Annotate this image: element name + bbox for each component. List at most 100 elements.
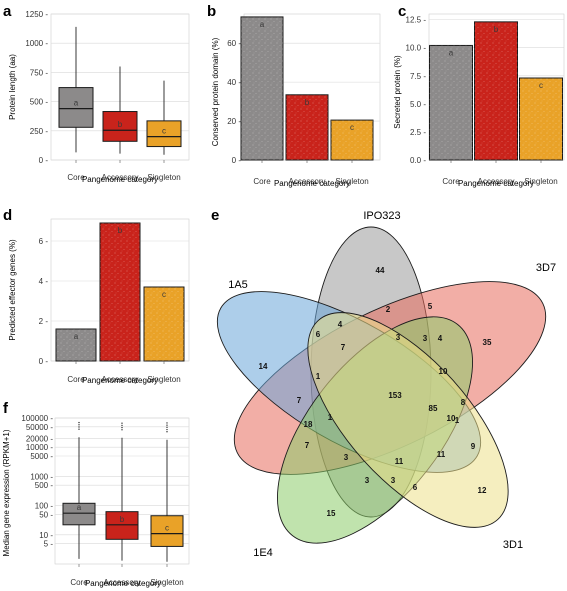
significance-letter: b <box>305 98 310 107</box>
significance-letter: c <box>162 127 166 136</box>
venn-region-count: 4 <box>338 320 343 329</box>
outlier-point <box>78 426 80 428</box>
venn-region-count: 3 <box>344 453 349 462</box>
outlier-point <box>78 424 80 426</box>
x-tick-label: Singleton <box>524 177 557 186</box>
venn-region-count: 7 <box>297 396 302 405</box>
y-axis-label-c: Secreted protein (%) <box>393 55 402 129</box>
y-tick-label: 2.5 - <box>410 128 426 137</box>
x-tick-label: Accessory <box>104 578 141 587</box>
significance-letter: b <box>118 120 123 129</box>
panel-a: a 0 - 250 - 500 - 750 - 1000 - 1250 - a b c Cor… <box>3 3 190 184</box>
venn-set-label: 3D1 <box>503 539 523 551</box>
y-tick-label: 12.5 - <box>406 16 427 25</box>
y-ticks-c: 0.0 - 2.5 - 5.0 - 7.5 - 10.0 - 12.5 - <box>406 16 427 165</box>
significance-letter: a <box>74 99 79 108</box>
y-tick-label: 60 - <box>227 39 241 48</box>
marks-b: a b c <box>240 16 374 161</box>
venn-region-count: 11 <box>437 450 446 459</box>
y-axis-label-b: Conserved protein domain (%) <box>211 37 220 146</box>
venn-region-count: 6 <box>316 330 321 339</box>
y-tick-label: 50000 - <box>26 423 53 432</box>
y-tick-label: 100000 - <box>21 414 53 423</box>
x-tick-label: Accessory <box>478 177 515 186</box>
x-ticks-f: Core Accessory Singleton <box>70 564 184 587</box>
venn-region-count: 44 <box>376 266 385 275</box>
x-ticks-b: Core Accessory Singleton <box>253 160 369 186</box>
venn-region-count: 3 <box>391 476 396 485</box>
bar-texture <box>429 45 473 161</box>
x-tick-label: Singleton <box>147 173 180 182</box>
panel-letter-c: c <box>398 3 406 20</box>
venn-region-count: 5 <box>428 302 433 311</box>
y-tick-label: 40 - <box>227 78 241 87</box>
outlier-point <box>78 428 80 430</box>
y-tick-label: 0 - <box>232 156 242 165</box>
x-axis-label-c: Pangenome category <box>458 179 534 188</box>
y-tick-label: 10000 - <box>26 443 53 452</box>
venn-set-label: IPO323 <box>363 210 400 222</box>
outlier-point <box>166 424 168 426</box>
box <box>146 120 182 148</box>
venn-region-count: 12 <box>478 486 487 495</box>
panel-letter-a: a <box>3 3 12 20</box>
y-tick-label: 1000 - <box>25 39 48 48</box>
x-tick-label: Core <box>67 375 85 384</box>
x-tick-label: Accessory <box>102 375 139 384</box>
y-ticks-d: 0 - 2 - 4 - 6 - <box>39 237 49 366</box>
x-tick-label: Singleton <box>150 578 183 587</box>
y-tick-label: 0.0 - <box>410 156 426 165</box>
outlier-point <box>121 429 123 431</box>
venn-region-count: 1 <box>328 413 333 422</box>
venn-region-count: 8 <box>461 398 466 407</box>
x-axis-label-d: Pangenome category <box>82 376 158 385</box>
panel-letter-f: f <box>3 400 9 417</box>
outlier-point <box>121 424 123 427</box>
bar-texture <box>519 78 563 160</box>
marks-d: a b c <box>55 222 185 362</box>
significance-letter: a <box>260 20 265 29</box>
venn-region-count: 6 <box>413 483 418 492</box>
y-axis-label-d: Predicted effector genes (%) <box>8 239 17 341</box>
x-axis-label-b: Pangenome category <box>274 179 350 188</box>
x-tick-label: Core <box>70 578 88 587</box>
venn-region-count: 85 <box>429 404 438 413</box>
y-tick-label: 7.5 - <box>410 72 426 81</box>
venn-region-count: 7 <box>341 343 346 352</box>
y-tick-label: 1250 - <box>25 10 48 19</box>
significance-letter: c <box>165 524 169 533</box>
venn-region-count: 153 <box>388 391 402 400</box>
box <box>58 87 94 128</box>
bar-texture <box>100 223 140 361</box>
y-tick-label: 50 - <box>39 510 53 519</box>
significance-letter: b <box>118 226 123 235</box>
venn-region-count: 7 <box>305 441 310 450</box>
outlier-point <box>78 421 80 424</box>
bar-texture <box>331 120 373 160</box>
y-tick-label: 20000 - <box>26 434 53 443</box>
x-tick-label: Core <box>442 177 460 186</box>
panel-letter-d: d <box>3 207 12 224</box>
venn-region-count: 10 <box>447 414 456 423</box>
y-tick-label: 5.0 - <box>410 100 426 109</box>
x-tick-label: Singleton <box>335 177 368 186</box>
venn-set-label: 1A5 <box>228 279 248 291</box>
y-tick-label: 5 - <box>44 540 54 549</box>
venn-region-count: 3 <box>396 333 401 342</box>
significance-letter: b <box>120 515 125 524</box>
y-tick-label: 5000 - <box>30 452 53 461</box>
panel-d: d 0 - 2 - 4 - 6 - a b c Core Accessory Singleto… <box>3 207 190 385</box>
x-tick-label: Core <box>253 177 271 186</box>
marks-a: a b c <box>58 26 182 155</box>
box <box>62 502 96 526</box>
box <box>105 511 139 540</box>
y-tick-label: 6 - <box>39 237 49 246</box>
panel-letter-b: b <box>207 3 216 20</box>
bar-texture <box>241 16 283 161</box>
venn-region-count: 1 <box>316 372 321 381</box>
y-tick-label: 4 - <box>39 277 49 286</box>
venn-region-count: 35 <box>483 338 492 347</box>
y-tick-label: 250 - <box>30 127 49 136</box>
venn-region-count: 9 <box>471 442 476 451</box>
